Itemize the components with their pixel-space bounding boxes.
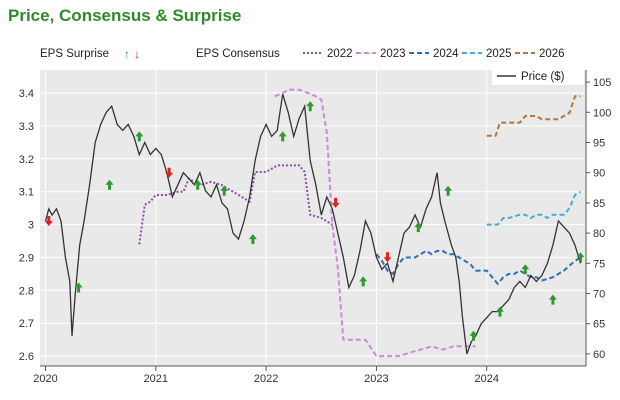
- y-left-tick-label: 2.7: [19, 318, 34, 330]
- surprise-up-arrow-icon: [74, 282, 83, 293]
- x-tick-label: 2024: [474, 373, 498, 385]
- surprise-down-arrow-icon: [383, 252, 392, 263]
- consensus-line-2024: [375, 249, 582, 286]
- y-right-tick-label: 70: [593, 289, 605, 301]
- surprise-up-arrow-icon: [306, 101, 315, 112]
- surprise-up-arrow-icon: [576, 252, 585, 263]
- y-left-tick-label: 2.9: [19, 252, 34, 264]
- surprise-up-arrow-icon: [548, 294, 557, 305]
- surprise-up-arrow-icon: [414, 222, 423, 233]
- surprise-up-arrow-icon: [193, 179, 202, 190]
- y-right-tick-label: 80: [593, 228, 605, 240]
- legend-year-2026: 2026: [539, 48, 565, 60]
- legend-price: Price ($): [492, 67, 584, 85]
- grid-lines: [40, 70, 586, 366]
- legend-year-2024: 2024: [433, 48, 459, 60]
- legend-year-2022: 2022: [327, 48, 353, 60]
- surprise-down-arrow-icon: [331, 197, 340, 208]
- plot-area: [40, 70, 586, 366]
- y-left-tick-label: 2.8: [19, 285, 34, 297]
- consensus-line-2023: [274, 88, 476, 358]
- y-right-tick-label: 85: [593, 198, 605, 210]
- legend-eps-surprise: EPS Surprise: [40, 48, 109, 60]
- surprise-up-arrow-icon: [359, 276, 368, 287]
- surprise-up-arrow-icon: [105, 179, 114, 190]
- legend-year-2023: 2023: [380, 48, 406, 60]
- legend-year-2025: 2025: [486, 48, 512, 60]
- surprise-up-arrow-icon: [248, 234, 257, 245]
- y-left-tick-label: 3.1: [19, 187, 34, 199]
- x-tick-label: 2020: [33, 373, 57, 385]
- chart-title: Price, Consensus & Surprise: [8, 6, 242, 25]
- surprise-down-arrow-icon: [165, 167, 174, 178]
- surprise-down-arrow-icon: [44, 216, 53, 226]
- legend-price-label: Price ($): [521, 71, 565, 83]
- surprise-up-arrow-icon: [220, 185, 229, 196]
- y-right-tick-label: 100: [593, 107, 611, 119]
- price-line: [44, 94, 582, 355]
- y-left-tick-label: 3.2: [19, 154, 34, 166]
- legend-eps-consensus: EPS Consensus: [196, 48, 280, 60]
- legend-down-arrow-icon: ↓: [134, 47, 140, 61]
- surprise-up-arrow-icon: [444, 185, 453, 196]
- surprise-up-arrow-icon: [496, 306, 504, 317]
- y-left-tick-label: 2.6: [19, 351, 34, 363]
- y-right-tick-label: 105: [593, 77, 611, 89]
- y-left-tick-label: 3.3: [19, 121, 34, 133]
- legend-price-box: [492, 67, 584, 85]
- price-line-group: [44, 94, 582, 355]
- surprise-markers: [44, 101, 585, 341]
- surprise-up-arrow-icon: [278, 131, 287, 142]
- x-tick-label: 2021: [144, 373, 168, 385]
- y-right-tick-label: 90: [593, 168, 605, 180]
- surprise-up-arrow-icon: [521, 264, 530, 275]
- y-left-tick-label: 3: [28, 220, 34, 232]
- surprise-up-arrow-icon: [135, 131, 144, 142]
- legend-up-arrow-icon: ↑: [124, 47, 130, 61]
- consensus-line-2025: [486, 190, 582, 226]
- consensus-line-2026: [486, 95, 581, 137]
- y-right-tick-label: 65: [593, 319, 605, 331]
- y-right-tick-label: 60: [593, 349, 605, 361]
- legend: EPS Surprise ↑ ↓ EPS Consensus 2022 2023 2…: [40, 47, 584, 85]
- axes: 2.6 2.7 2.8 2.9 3 3.1 3.2 3.3 3.4 60 65 70 75 80 85 90 9…: [19, 70, 611, 385]
- surprise-up-arrow-icon: [469, 330, 478, 341]
- y-right-tick-label: 75: [593, 258, 605, 270]
- x-tick-label: 2022: [254, 373, 278, 385]
- consensus-lines: [138, 88, 582, 358]
- y-right-tick-label: 95: [593, 137, 605, 149]
- x-tick-label: 2023: [364, 373, 388, 385]
- y-left-tick-label: 3.4: [19, 88, 34, 100]
- consensus-line-2022: [138, 164, 333, 245]
